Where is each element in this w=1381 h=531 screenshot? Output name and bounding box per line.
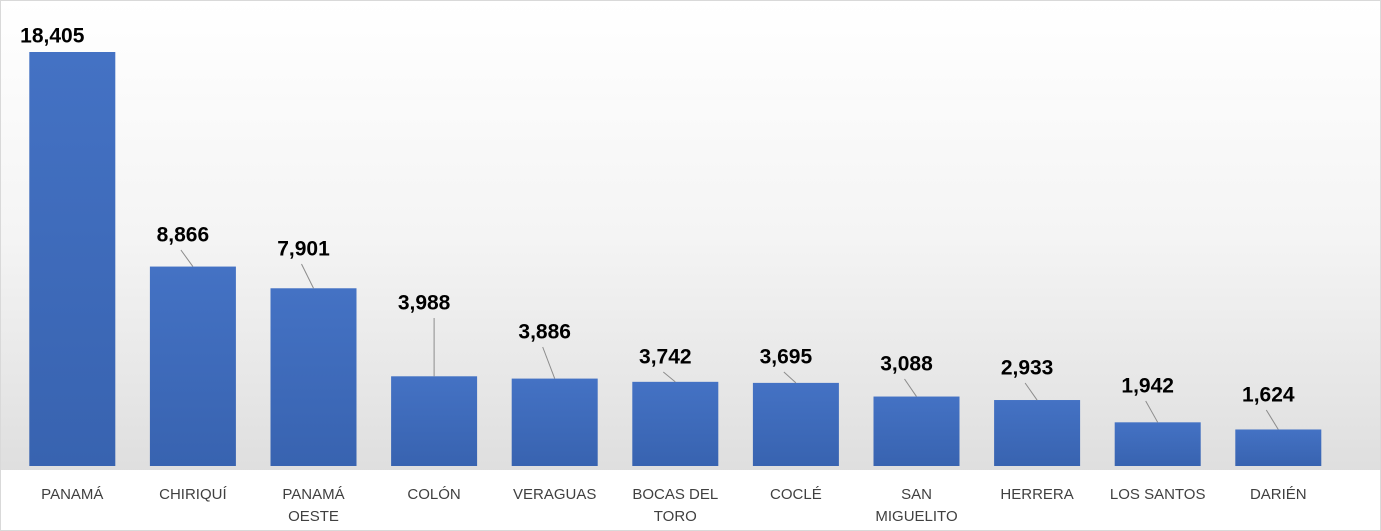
value-label: 3,742 xyxy=(639,346,692,369)
leader-line xyxy=(301,263,314,289)
leader-line xyxy=(542,346,556,379)
leader-line xyxy=(662,371,676,383)
category-label-box: LOS SANTOS xyxy=(1109,486,1206,503)
x-tick-label: COCLÉ xyxy=(770,486,822,503)
leader-line xyxy=(1265,409,1279,430)
bar xyxy=(391,376,478,466)
value-label: 8,866 xyxy=(157,224,210,247)
category-label-box: SAN MIGUELITO xyxy=(875,486,958,525)
value-label: 7,901 xyxy=(277,238,330,261)
x-tick-label: SAN MIGUELITO xyxy=(875,486,958,525)
value-label: 3,988 xyxy=(398,292,451,315)
category-label-box: HERRERA xyxy=(1000,486,1074,503)
bar xyxy=(270,288,357,466)
value-label: 3,695 xyxy=(760,346,813,369)
category-label-box: COCLÉ xyxy=(770,486,822,503)
bar xyxy=(149,266,236,466)
x-tick-label: PANAMÁ xyxy=(41,486,104,503)
x-tick-label: LOS SANTOS xyxy=(1109,486,1206,503)
category-label-box: PANAMÁ xyxy=(41,486,104,503)
x-tick-label: VERAGUAS xyxy=(513,486,597,503)
leader-line xyxy=(904,378,917,397)
bar xyxy=(1114,422,1201,466)
bar xyxy=(752,382,839,466)
value-label: 2,933 xyxy=(1001,357,1054,380)
value-label: 1,942 xyxy=(1121,375,1174,398)
bar xyxy=(873,396,960,466)
category-label-box: BOCAS DEL TORO xyxy=(632,486,719,525)
leader-line xyxy=(1024,382,1038,401)
category-label-box: DARIÉN xyxy=(1249,486,1307,503)
bar xyxy=(994,400,1081,466)
x-tick-label: HERRERA xyxy=(1000,486,1074,503)
value-label: 1,624 xyxy=(1242,384,1295,407)
value-label: 3,886 xyxy=(518,321,571,344)
x-tick-label: COLÓN xyxy=(407,486,461,503)
axis-band xyxy=(1,470,1380,530)
bar xyxy=(632,381,719,466)
category-label-box: COLÓN xyxy=(407,486,461,503)
leader-line xyxy=(783,371,797,384)
x-tick-label: CHIRIQUÍ xyxy=(159,486,227,503)
value-label: 3,088 xyxy=(880,353,933,376)
leader-line xyxy=(180,249,194,267)
x-tick-label: BOCAS DEL TORO xyxy=(632,486,719,525)
x-tick-label: DARIÉN xyxy=(1249,486,1307,503)
x-tick-label: PANAMÁ OESTE xyxy=(282,486,345,525)
leader-line xyxy=(1145,400,1159,423)
bar xyxy=(1235,429,1322,466)
category-label-box: VERAGUAS xyxy=(513,486,597,503)
category-label-box: PANAMÁ OESTE xyxy=(282,486,345,525)
category-label-box: CHIRIQUÍ xyxy=(159,486,227,503)
value-label: 18,405 xyxy=(20,25,85,48)
bar xyxy=(29,52,116,466)
bar xyxy=(511,378,598,466)
